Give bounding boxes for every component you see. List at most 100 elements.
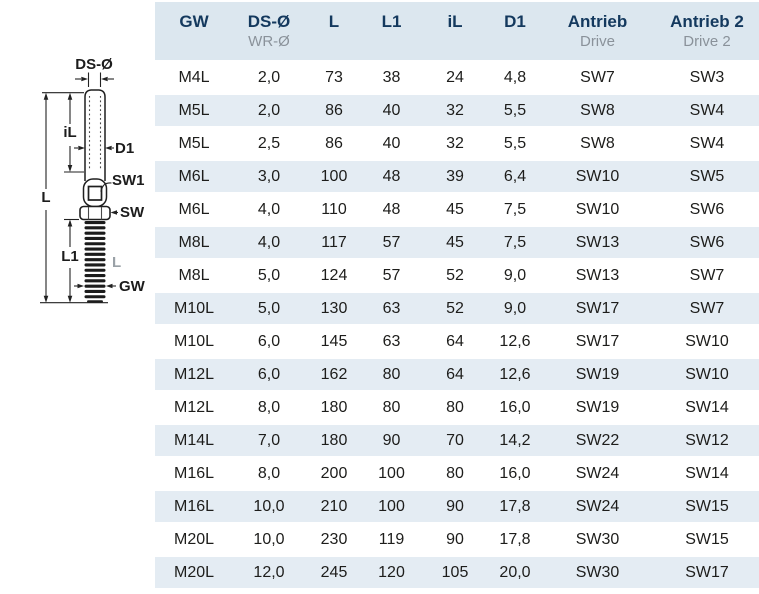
table-cell: 20,0 xyxy=(499,563,531,581)
table-row: M20L 10,0 230 119 90 17,8 SW30 SW15 xyxy=(155,524,759,555)
table-cell: 32 xyxy=(446,101,464,119)
table-cell: 6,4 xyxy=(503,167,527,185)
table-row: M10L 5,0 130 63 52 9,0 SW17 SW7 xyxy=(155,293,759,324)
table-cell: M6L xyxy=(178,167,210,185)
column-label: Antrieb xyxy=(567,12,628,31)
table-cell: SW30 xyxy=(575,530,620,548)
table-cell: 120 xyxy=(378,563,405,581)
table-cell: M8L xyxy=(178,266,210,284)
table-cell: SW7 xyxy=(580,68,615,86)
table-cell: 180 xyxy=(320,398,348,416)
table-cell: 100 xyxy=(378,497,405,515)
table-cell: 105 xyxy=(441,563,469,581)
table-cell: 73 xyxy=(325,68,343,86)
table-cell: 200 xyxy=(320,464,348,482)
label-thread-size: GW xyxy=(119,278,146,295)
column-label: L1 xyxy=(381,12,402,31)
column-sublabel: Drive xyxy=(579,33,615,50)
table-cell: 48 xyxy=(382,167,401,185)
table-cell: 100 xyxy=(320,167,348,185)
table-row: M6L 3,0 100 48 39 6,4 SW10 SW5 xyxy=(155,161,759,192)
hex-nut xyxy=(79,205,111,221)
table-cell: 245 xyxy=(320,563,348,581)
table-cell: 110 xyxy=(321,200,347,218)
column-header-5: D1 xyxy=(490,2,540,60)
table-cell: 10,0 xyxy=(253,497,285,515)
table-cell: 7,5 xyxy=(503,200,527,218)
thread-texture xyxy=(84,221,106,303)
table-cell: SW10 xyxy=(575,200,620,218)
table-cell: 2,0 xyxy=(257,101,281,119)
table-cell: SW10 xyxy=(685,365,729,383)
table-cell: 5,0 xyxy=(257,266,281,284)
table-cell: 80 xyxy=(446,398,464,416)
table-cell: SW8 xyxy=(580,101,615,119)
table-cell: SW30 xyxy=(575,563,620,581)
table-cell: SW6 xyxy=(689,200,725,218)
table-row: M8L 5,0 124 57 52 9,0 SW13 SW7 xyxy=(155,260,759,291)
table-cell: M16L xyxy=(173,464,215,482)
column-sublabel: WR-Ø xyxy=(248,33,290,50)
table-cell: SW8 xyxy=(580,134,615,152)
table-cell: SW19 xyxy=(575,398,620,416)
table-cell: 57 xyxy=(382,266,401,284)
table-row: M12L 8,0 180 80 80 16,0 SW19 SW14 xyxy=(155,392,759,423)
table-cell: SW15 xyxy=(685,497,729,515)
table-cell: 16,0 xyxy=(499,464,531,482)
table-cell: SW13 xyxy=(575,266,620,284)
table-cell: M16L xyxy=(173,497,215,515)
table-row: M8L 4,0 117 57 45 7,5 SW13 SW6 xyxy=(155,227,759,258)
table-cell: 6,0 xyxy=(257,365,281,383)
table-cell: 6,0 xyxy=(257,332,281,350)
table-cell: 7,5 xyxy=(503,233,527,251)
product-diagram: DS-Ø iL L D1 SW1 SW L1 L GW xyxy=(40,56,146,304)
column-sublabel: Drive 2 xyxy=(683,33,731,50)
table-cell: 5,5 xyxy=(503,134,527,152)
spec-table: GW DS-Ø WR-Ø L L1 iL D1 Antrieb Drive Antrieb 2 Dr… xyxy=(155,0,759,590)
table-cell: SW3 xyxy=(689,68,725,86)
swage-stud-outline xyxy=(79,89,111,221)
table-cell: 9,0 xyxy=(503,266,527,284)
label-wrench-flat: SW1 xyxy=(112,172,145,189)
table-cell: 64 xyxy=(446,332,464,350)
label-wire-diameter: DS-Ø xyxy=(75,56,113,73)
table-cell: 86 xyxy=(325,101,343,119)
table-cell: 8,0 xyxy=(257,464,281,482)
table-cell: M5L xyxy=(178,134,210,152)
column-header-7: Antrieb 2 Drive 2 xyxy=(655,2,759,60)
table-cell: 45 xyxy=(446,233,464,251)
table-cell: 70 xyxy=(446,431,464,449)
table-cell: 40 xyxy=(382,101,401,119)
dimension-lines xyxy=(40,72,118,304)
table-cell: 32 xyxy=(446,134,464,152)
table-cell: 48 xyxy=(382,200,401,218)
table-cell: 17,8 xyxy=(499,497,531,515)
table-row: M4L 2,0 73 38 24 4,8 SW7 SW3 xyxy=(155,62,759,93)
column-label: GW xyxy=(179,12,209,31)
table-cell: 12,0 xyxy=(253,563,285,581)
table-cell: SW10 xyxy=(685,332,729,350)
table-cell: SW12 xyxy=(685,431,729,449)
table-cell: SW4 xyxy=(689,134,725,152)
table-cell: SW13 xyxy=(575,233,620,251)
table-cell: M10L xyxy=(173,332,215,350)
table-cell: 12,6 xyxy=(499,365,531,383)
table-cell: 40 xyxy=(382,134,401,152)
dimension-arrowheads xyxy=(43,76,117,303)
table-cell: 2,5 xyxy=(257,134,281,152)
table-cell: M8L xyxy=(178,233,210,251)
table-cell: 52 xyxy=(446,299,464,317)
label-tube-diameter: D1 xyxy=(115,140,134,157)
table-cell: 90 xyxy=(446,530,464,548)
table-cell: M12L xyxy=(173,365,215,383)
table-cell: M4L xyxy=(178,68,210,86)
column-header-6: Antrieb Drive xyxy=(540,2,655,60)
table-cell: 3,0 xyxy=(257,167,281,185)
table-cell: 14,2 xyxy=(499,431,531,449)
table-cell: 130 xyxy=(320,299,348,317)
table-cell: SW14 xyxy=(685,464,729,482)
table-cell: 63 xyxy=(382,299,401,317)
label-total-length: L xyxy=(41,189,50,206)
table-row: M20L 12,0 245 120 105 20,0 SW30 SW17 xyxy=(155,557,759,588)
